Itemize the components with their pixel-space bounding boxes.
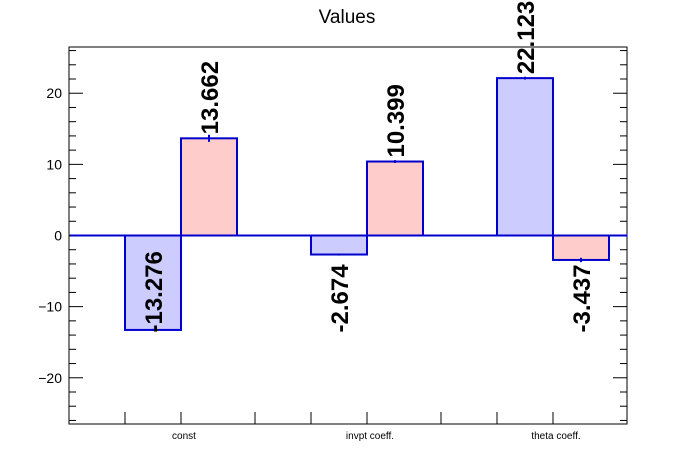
data-label: -13.276 [141, 251, 168, 332]
plot-area: −20 −10 0 10 20 const invpt coeff. theta coeff.… [38, 1, 628, 442]
data-label: 13.662 [197, 61, 224, 134]
y-tick-label: −10 [38, 299, 62, 315]
data-label: 22.123 [513, 1, 540, 74]
data-label: -3.437 [569, 264, 596, 332]
bar [496, 77, 554, 237]
y-tick-label: 20 [46, 85, 62, 101]
bar [124, 234, 182, 331]
y-tick-label: 10 [46, 156, 62, 172]
data-label: -2.674 [327, 264, 354, 333]
bar [366, 160, 424, 237]
bar [180, 137, 238, 237]
x-category-label: const [172, 431, 196, 442]
chart-title: Values [319, 7, 376, 28]
y-tick-label: 0 [54, 228, 62, 244]
x-category-label: theta coeff. [531, 431, 580, 442]
y-tick-label: −20 [38, 370, 62, 386]
x-category-label: invpt coeff. [346, 431, 394, 442]
bar [552, 234, 610, 261]
data-label: 10.399 [383, 84, 410, 157]
bar [310, 234, 368, 256]
